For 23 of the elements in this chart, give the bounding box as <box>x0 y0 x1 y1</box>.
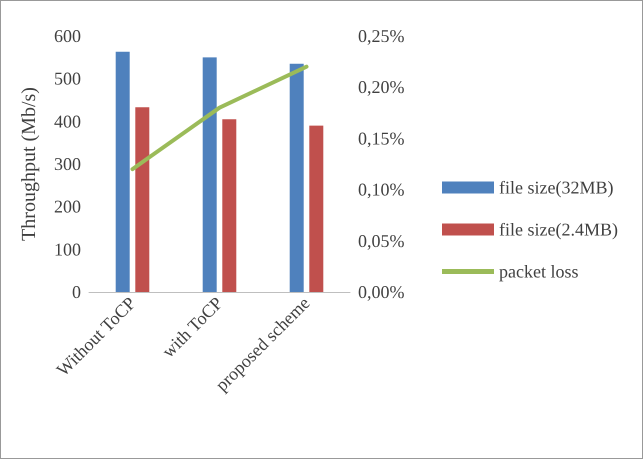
y-tick-label: 500 <box>54 68 81 89</box>
bar <box>222 119 236 292</box>
y2-tick-label: 0,15% <box>358 128 404 148</box>
y-axis-title: Throughput (Mb/s) <box>18 87 40 241</box>
y-tick-label: 400 <box>54 111 81 132</box>
y-tick-label: 0 <box>72 282 81 302</box>
y-tick-label: 300 <box>54 154 81 174</box>
bar <box>309 126 324 292</box>
y-tick-label: 600 <box>54 26 81 46</box>
y2-tick-label: 0,20% <box>358 77 404 98</box>
y-tick-label: 100 <box>54 239 81 260</box>
bar <box>202 57 217 292</box>
legend-label: file size(2.4MB) <box>499 220 618 240</box>
y-tick-label: 200 <box>54 196 81 217</box>
legend-label: file size(32MB) <box>499 178 614 198</box>
y2-tick-label: 0,10% <box>358 180 404 200</box>
y2-tick-label: 0,25% <box>358 26 404 46</box>
y2-tick-label: 0,00% <box>358 282 404 302</box>
legend-label: packet loss <box>499 262 578 282</box>
bar <box>116 52 130 292</box>
bar <box>290 64 304 292</box>
bar <box>135 107 150 292</box>
y2-tick-label: 0,05% <box>358 230 404 251</box>
